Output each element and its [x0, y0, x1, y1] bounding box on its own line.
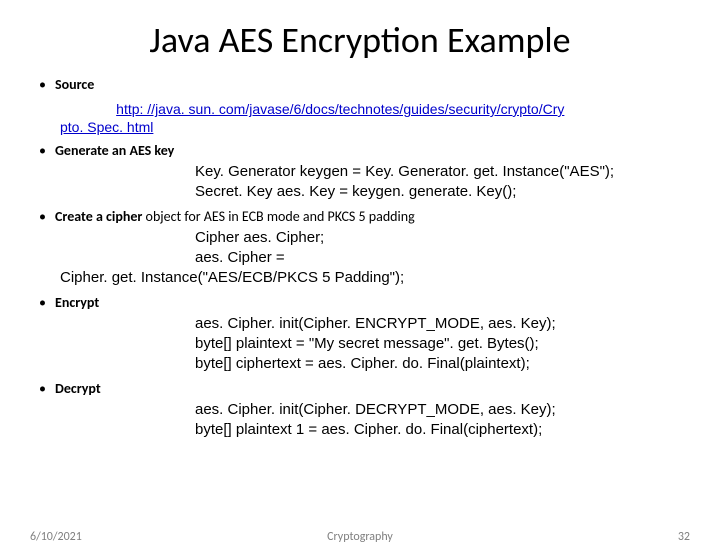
source-link-block: ____http: //java. sun. com/javase/6/docs… [85, 100, 690, 136]
bullet-decrypt: • Decrypt [30, 380, 690, 398]
bullet-marker: • [30, 380, 55, 398]
code-line: aes. Cipher. init(Cipher. DECRYPT_MODE, … [195, 400, 690, 420]
footer-center: Cryptography [327, 530, 393, 544]
bullet-marker: • [30, 208, 55, 226]
code-create-cipher: Cipher aes. Cipher; aes. Cipher = Cipher… [195, 228, 690, 288]
bullet-label-generate: Generate an AES key [55, 142, 174, 160]
code-line: aes. Cipher = [195, 248, 690, 268]
code-line: byte[] plaintext = "My secret message". … [195, 334, 690, 354]
bullet-label-encrypt: Encrypt [55, 294, 99, 312]
slide-title: Java AES Encryption Example [30, 18, 690, 62]
bullet-marker: • [30, 142, 55, 160]
bullet-marker: • [30, 294, 55, 312]
code-line: byte[] ciphertext = aes. Cipher. do. Fin… [195, 354, 690, 374]
source-link[interactable]: http: //java. sun. com/javase/6/docs/tec… [116, 101, 564, 117]
bullet-label-create: Create a cipher object for AES in ECB mo… [55, 208, 415, 226]
source-link-cont[interactable]: pto. Spec. html [60, 118, 153, 136]
bullet-label-decrypt: Decrypt [55, 380, 101, 398]
code-line: Secret. Key aes. Key = keygen. generate.… [195, 182, 690, 202]
code-line: byte[] plaintext 1 = aes. Cipher. do. Fi… [195, 420, 690, 440]
code-generate-key: Key. Generator keygen = Key. Generator. … [195, 162, 690, 202]
code-line: Key. Generator keygen = Key. Generator. … [195, 162, 690, 182]
bullet-marker: • [30, 76, 55, 94]
bullet-generate: • Generate an AES key [30, 142, 690, 160]
code-line: aes. Cipher. init(Cipher. ENCRYPT_MODE, … [195, 314, 690, 334]
bullet-label-source: Source [55, 76, 94, 94]
bullet-create: • Create a cipher object for AES in ECB … [30, 208, 690, 226]
bullet-encrypt: • Encrypt [30, 294, 690, 312]
code-encrypt: aes. Cipher. init(Cipher. ENCRYPT_MODE, … [195, 314, 690, 374]
footer-date: 6/10/2021 [30, 530, 82, 544]
code-line: Cipher. get. Instance("AES/ECB/PKCS 5 Pa… [60, 268, 690, 288]
footer-page-number: 32 [678, 530, 690, 544]
code-decrypt: aes. Cipher. init(Cipher. DECRYPT_MODE, … [195, 400, 690, 440]
code-line: Cipher aes. Cipher; [195, 228, 690, 248]
bullet-source: • Source [30, 76, 690, 94]
